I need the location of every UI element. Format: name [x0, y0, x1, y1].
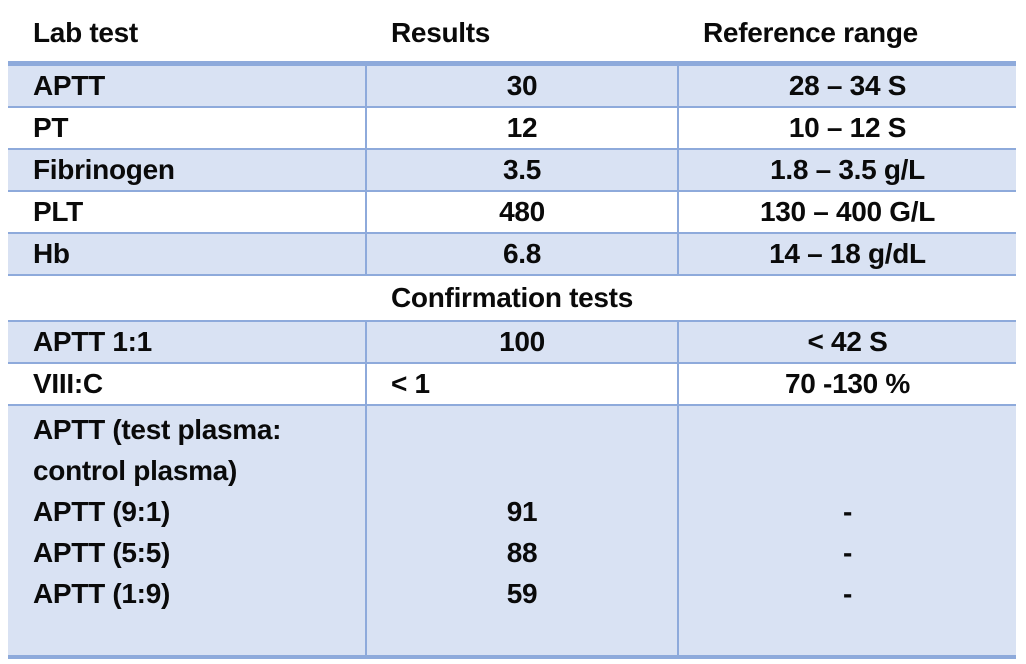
table-row-plt: PLT 480 130 – 400 G/L: [8, 191, 1016, 234]
table-row-pt: PT 12 10 – 12 S: [8, 107, 1016, 150]
cell-mixing-ranges: - - -: [678, 405, 1016, 659]
mixing-label-line: [8, 614, 364, 653]
cell-reference-range: 14 – 18 g/dL: [678, 233, 1016, 276]
cell-result-value: 480: [366, 191, 679, 234]
mixing-range-line: -: [842, 537, 853, 568]
cell-mixing-results: 91 88 59: [366, 405, 679, 659]
table-row-aptt: APTT 30 28 – 34 S: [8, 63, 1016, 108]
cell-mixing-labels: APTT (test plasma: control plasma) APTT …: [8, 405, 367, 659]
table-row-mixing-study: APTT (test plasma: control plasma) APTT …: [8, 405, 1016, 659]
cell-lab-name: Fibrinogen: [8, 149, 367, 192]
cell-result-value: < 1: [366, 363, 679, 406]
mixing-result-line: 91: [506, 496, 538, 527]
cell-result-value: 6.8: [366, 233, 679, 276]
cell-reference-range: < 42 S: [678, 321, 1016, 364]
mixing-label-line: APTT (1:9): [33, 578, 171, 609]
mixing-label-line: APTT (5:5): [33, 537, 171, 568]
mixing-label-line: control plasma): [33, 455, 237, 486]
header-row: Lab test Results Reference range: [8, 0, 1016, 66]
mixing-result-line: 59: [506, 578, 538, 609]
cell-lab-name: VIII:C: [8, 363, 367, 406]
table-row-viii-c: VIII:C < 1 70 -130 %: [8, 363, 1016, 406]
cell-reference-range: 70 -130 %: [678, 363, 1016, 406]
cell-result-value: 100: [366, 321, 679, 364]
lab-results-table: Lab test Results Reference range APTT 30…: [8, 0, 1016, 659]
mixing-label-line: APTT (9:1): [33, 496, 171, 527]
cell-lab-name: Hb: [8, 233, 367, 276]
mixing-range-line: -: [842, 496, 853, 527]
mixing-range-line: [679, 450, 1016, 491]
table-row-aptt-1-1: APTT 1:1 100 < 42 S: [8, 321, 1016, 364]
mixing-result-line: 88: [506, 537, 538, 568]
table-row-hb: Hb 6.8 14 – 18 g/dL: [8, 233, 1016, 276]
mixing-range-line: -: [842, 578, 853, 609]
section-title-confirmation-tests: Confirmation tests: [8, 275, 1016, 322]
cell-lab-name: PT: [8, 107, 367, 150]
cell-lab-name: APTT: [8, 63, 367, 108]
cell-lab-name: PLT: [8, 191, 367, 234]
cell-result-value: 12: [366, 107, 679, 150]
header-cell-lab-test: Lab test: [8, 0, 366, 66]
mixing-result-line: [367, 450, 676, 491]
lab-results-table-wrapper: Lab test Results Reference range APTT 30…: [8, 0, 1016, 659]
section-header-row: Confirmation tests: [8, 275, 1016, 322]
header-cell-results: Results: [366, 0, 678, 66]
cell-result-value: 3.5: [366, 149, 679, 192]
mixing-label-line: APTT (test plasma:: [33, 414, 282, 445]
cell-reference-range: 1.8 – 3.5 g/L: [678, 149, 1016, 192]
cell-reference-range: 10 – 12 S: [678, 107, 1016, 150]
cell-result-value: 30: [366, 63, 679, 108]
header-cell-reference-range: Reference range: [678, 0, 1016, 66]
mixing-range-line: [679, 614, 1016, 653]
mixing-range-line: [679, 409, 1016, 450]
table-row-fibrinogen: Fibrinogen 3.5 1.8 – 3.5 g/L: [8, 149, 1016, 192]
mixing-result-line: [367, 409, 676, 450]
cell-reference-range: 130 – 400 G/L: [678, 191, 1016, 234]
cell-lab-name: APTT 1:1: [8, 321, 367, 364]
mixing-result-line: [367, 614, 676, 653]
cell-reference-range: 28 – 34 S: [678, 63, 1016, 108]
